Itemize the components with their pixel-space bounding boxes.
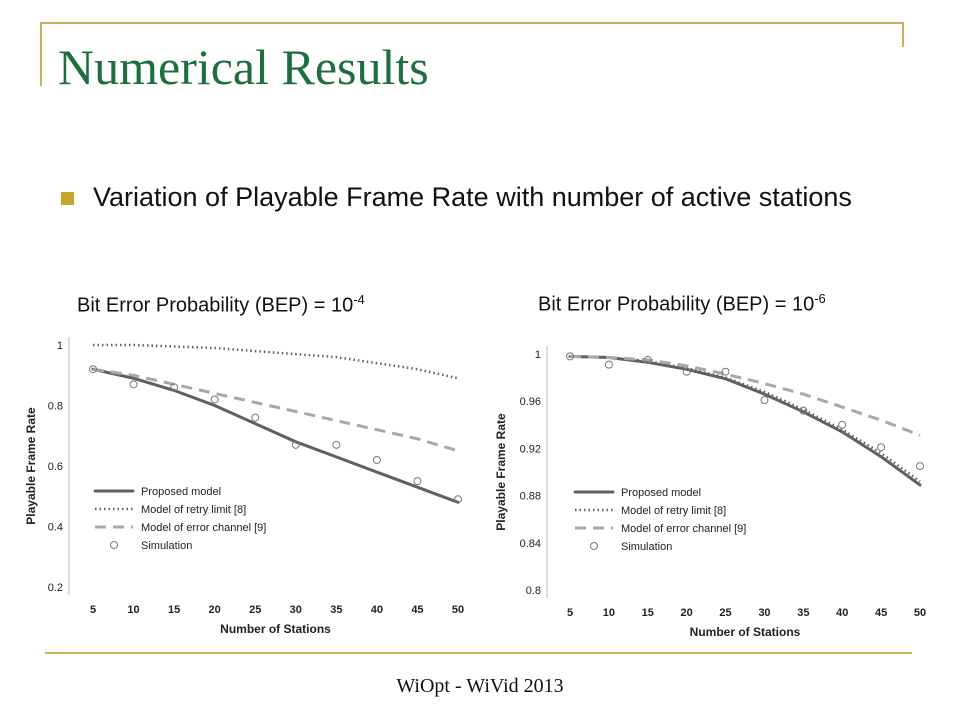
y-tick-label: 0.8 [526, 585, 541, 597]
x-tick-label: 10 [603, 607, 615, 619]
x-tick-label: 30 [758, 607, 770, 619]
simulation-point [454, 495, 462, 504]
simulation-point [643, 355, 652, 364]
simulation-point [604, 360, 613, 369]
x-tick-label: 10 [127, 604, 139, 616]
simulation-point [210, 395, 219, 404]
series-line-model-of-retry-limit-8 [93, 343, 459, 380]
y-tick-label: 0.92 [520, 443, 541, 455]
frame-top-line [40, 22, 903, 24]
legend-marker-simulation [590, 542, 598, 550]
x-tick-label: 20 [209, 604, 221, 616]
x-axis-label: Number of Stations [220, 622, 331, 636]
frame-right-line [902, 22, 904, 47]
simulation-point [251, 413, 260, 422]
series-line-proposed-model [568, 354, 922, 487]
bullet-text: Variation of Playable Frame Rate with nu… [93, 182, 852, 212]
simulation-point [682, 367, 691, 376]
legend-label: Proposed model [621, 487, 701, 499]
legend-label: Model of error channel [9] [621, 523, 746, 535]
legend-label: Model of retry limit [8] [621, 505, 726, 517]
x-tick-label: 50 [914, 607, 926, 619]
chart-left-subtitle-exponent: -4 [353, 292, 365, 307]
y-tick-label: 1 [57, 340, 63, 352]
legend-label: Proposed model [141, 486, 221, 498]
y-tick-label: 0.8 [48, 401, 63, 413]
y-axis-label: Playable Frame Rate [495, 413, 508, 531]
series-line-proposed-model [91, 367, 460, 504]
x-tick-label: 5 [567, 607, 573, 619]
legend-marker-simulation [110, 541, 118, 549]
series-line-model-of-error-channel-9 [92, 367, 459, 453]
legend-label: Simulation [141, 540, 192, 552]
simulation-point [372, 455, 381, 464]
x-tick-label: 5 [90, 604, 96, 616]
y-tick-label: 1 [535, 349, 541, 361]
simulation-point [291, 440, 300, 449]
x-tick-label: 35 [797, 607, 809, 619]
x-tick-label: 35 [330, 604, 342, 616]
x-axis-label: Number of Stations [690, 625, 801, 639]
series-line-model-of-error-channel-9 [569, 354, 921, 437]
frame-bottom-line [45, 652, 912, 654]
simulation-point [413, 477, 422, 486]
chart-right-subtitle-exponent: -6 [814, 291, 826, 306]
y-tick-label: 0.2 [48, 582, 63, 594]
x-tick-label: 25 [719, 607, 731, 619]
x-tick-label: 15 [642, 607, 654, 619]
simulation-point [721, 367, 730, 376]
slide-footer: WiOpt - WiVid 2013 [396, 675, 564, 697]
x-tick-label: 40 [836, 607, 848, 619]
y-tick-label: 0.4 [48, 522, 63, 534]
chart-left-subtitle-base: Bit Error Probability (BEP) = 10 [77, 294, 354, 317]
simulation-point [89, 365, 97, 374]
simulation-point [760, 396, 769, 405]
simulation-point [566, 352, 574, 361]
y-axis-label: Playable Frame Rate [25, 407, 38, 525]
simulation-point [332, 440, 341, 449]
chart-left-subtitle: Bit Error Probability (BEP) = 10-4 [77, 292, 365, 318]
simulation-point [877, 443, 886, 452]
chart-right-subtitle: Bit Error Probability (BEP) = 10-6 [538, 291, 826, 317]
legend-label: Simulation [621, 541, 672, 553]
y-tick-label: 0.88 [520, 491, 541, 503]
x-tick-label: 20 [681, 607, 693, 619]
simulation-point [170, 383, 179, 392]
x-tick-label: 25 [249, 604, 261, 616]
x-tick-label: 15 [168, 604, 180, 616]
legend-label: Model of error channel [9] [141, 522, 266, 534]
chart-right-subtitle-base: Bit Error Probability (BEP) = 10 [538, 293, 815, 316]
y-tick-label: 0.84 [520, 538, 541, 550]
bullet-marker [61, 192, 74, 205]
x-tick-label: 30 [290, 604, 302, 616]
x-tick-label: 50 [452, 604, 464, 616]
x-tick-label: 40 [371, 604, 383, 616]
simulation-point [129, 380, 138, 389]
simulation-point [799, 406, 808, 415]
slide-title: Numerical Results [58, 39, 429, 95]
x-tick-label: 45 [411, 604, 423, 616]
series-line-model-of-retry-limit-8 [569, 355, 921, 483]
frame-left-line [40, 22, 42, 86]
y-tick-label: 0.96 [520, 396, 541, 408]
simulation-point [916, 462, 924, 471]
legend-label: Model of retry limit [8] [141, 504, 246, 516]
x-tick-label: 45 [875, 607, 887, 619]
y-tick-label: 0.6 [48, 461, 63, 473]
simulation-point [838, 420, 847, 429]
